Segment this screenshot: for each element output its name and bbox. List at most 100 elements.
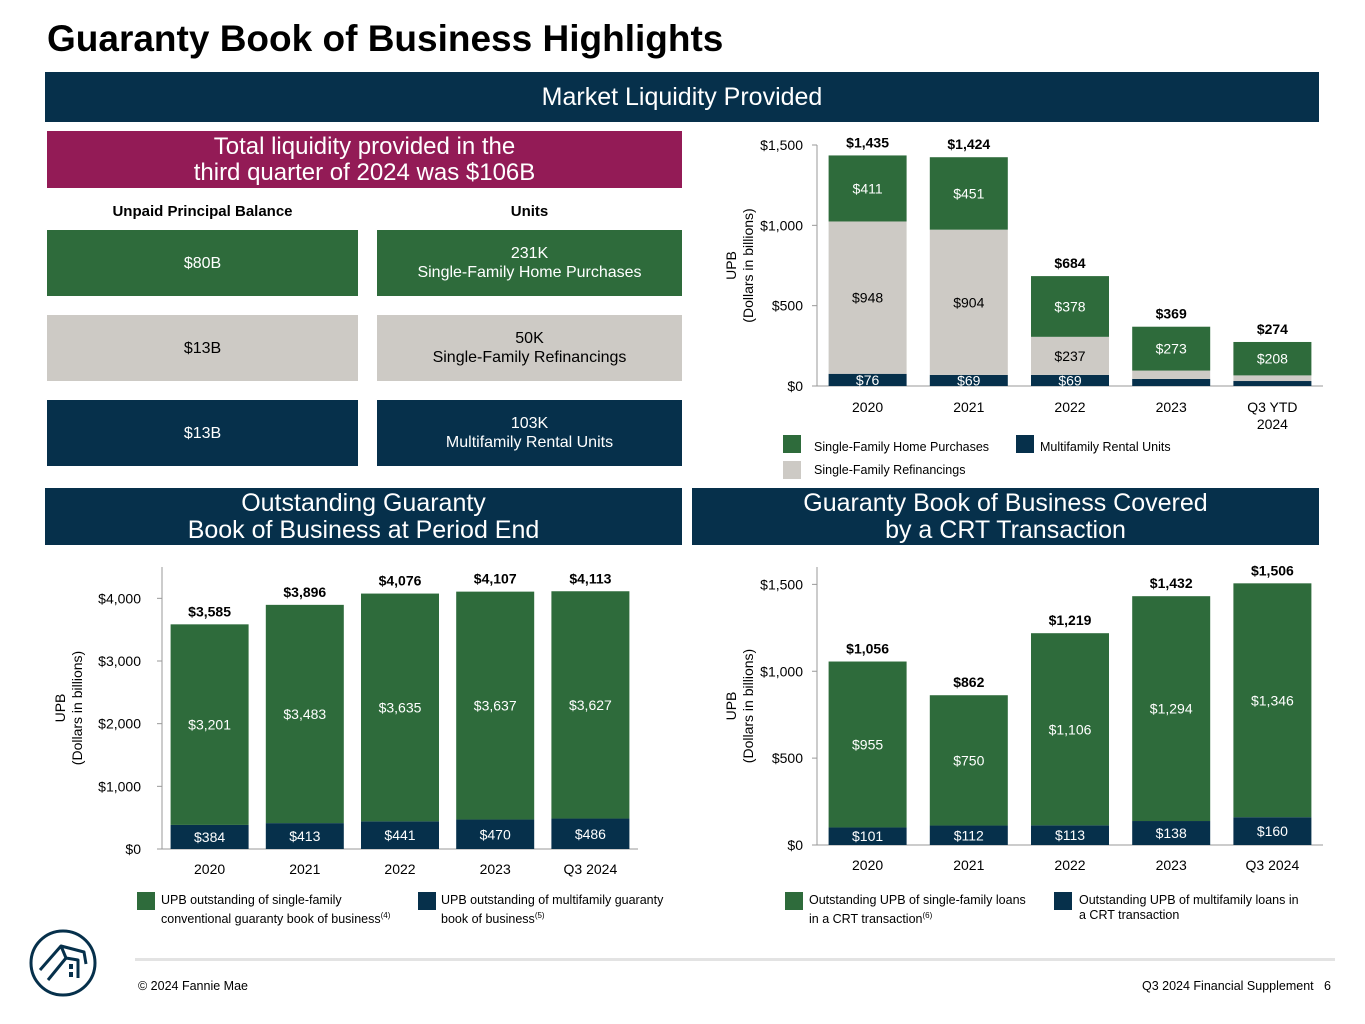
bar-value-label: $904 [953,294,984,310]
total-liquidity-line1: Total liquidity provided in the [213,132,516,160]
outstanding-guaranty-banner: Outstanding Guaranty Book of Business at… [45,488,682,545]
tile-units-label: Single-Family Refinancings [432,349,627,366]
outstanding-banner-line1: Outstanding Guaranty [241,488,486,517]
y-axis-subtitle: (Dollars in billions) [740,208,756,322]
bar-value-label: $486 [575,826,606,842]
bar-segment [1031,276,1109,337]
bar-total-label: $1,435 [846,134,889,150]
tile-upb-value: $13B [183,339,222,357]
outstanding-banner-line2: Book of Business at Period End [187,515,540,544]
y-tick-label: $0 [787,837,803,853]
bar-value-label: $273 [1156,341,1187,357]
footnote-ref: (6) [922,911,933,920]
bar-segment [1132,596,1211,822]
bar-segment [456,819,535,849]
bar-total-label: $1,506 [1251,562,1294,578]
supplement-title: Q3 2024 Financial Supplement [1141,979,1314,993]
tile-upb-refinancings: $13B [47,315,358,381]
legend-line: Outstanding UPB of single-family loans [809,893,1026,907]
bar-value-label: $160 [1257,823,1288,839]
legend-swatch-mf-crt [1054,892,1072,910]
legend-swatch-mf-outstanding [418,892,436,910]
y-tick-label: $2,000 [98,716,141,732]
bar-value-label: $413 [289,828,320,844]
x-category-label: 2023 [1156,857,1187,873]
bar-total-label: $4,113 [569,570,611,586]
y-tick-label: $4,000 [98,590,141,606]
x-category-label: 2021 [289,861,320,877]
total-liquidity-line2: third quarter of 2024 was $106B [193,158,536,186]
bar-value-label: $69 [957,372,981,388]
bar-value-label: $3,627 [569,697,612,713]
bar-total-label: $1,424 [947,136,990,152]
tile-units-value: 103K [510,415,549,432]
bar-total-label: $3,585 [188,603,231,619]
bar-segment [265,604,344,824]
bar-segment [265,823,344,849]
bar-total-label: $274 [1257,321,1288,337]
crt-banner: Guaranty Book of Business Covered by a C… [692,488,1319,545]
footnote-ref: (4) [380,911,391,920]
bar-segment [1233,583,1312,818]
y-axis-title: UPB [723,692,739,721]
x-category-label: 2022 [1054,399,1085,415]
bar-value-label: $1,346 [1251,692,1294,708]
bar-total-label: $1,219 [1049,612,1092,628]
footer-divider [135,958,1335,961]
bar-segment [929,374,1008,386]
y-tick-label: $3,000 [98,653,141,669]
bar-value-label: $384 [194,829,225,845]
bar-segment [929,157,1008,230]
bar-segment [1233,375,1312,382]
bar-segment [1031,825,1109,845]
legend-line: UPB outstanding of multifamily guaranty [441,893,664,907]
bar-value-label: $208 [1257,351,1288,367]
bar-value-label: $112 [954,827,984,843]
market-liquidity-banner: Market Liquidity Provided [45,72,1319,122]
y-tick-label: $500 [772,750,803,766]
bar-segment [828,661,907,828]
legend-label-home-purchases: Single-Family Home Purchases [814,440,990,454]
outstanding-chart: $0 $1,000 $2,000 $3,000 $4,000 UPB (Dollars in… [52,567,638,877]
legend-line: UPB outstanding of single-family [161,893,342,907]
bar-segment [361,593,439,822]
x-category-label: 2023 [480,861,511,877]
bar-value-label: $3,635 [379,699,422,715]
bar-segment [361,821,439,849]
tile-units-multifamily: 103K Multifamily Rental Units [377,400,682,466]
bar-total-label: $684 [1054,255,1085,271]
bar-value-label: $378 [1054,298,1085,314]
bar-segment [828,221,907,374]
bar-segment [828,373,907,386]
x-category-label: 2020 [852,399,883,415]
bar-value-label: $451 [953,185,984,201]
bar-segment [170,624,249,825]
bar-total-label: $862 [953,674,984,690]
bar-segment [1233,817,1312,845]
tile-upb-home-purchases: $80B [47,230,358,296]
y-tick-label: $1,000 [760,217,803,233]
y-tick-label: $0 [787,378,803,394]
bar-value-label: $3,201 [188,717,231,733]
bar-segment [929,695,1008,826]
page-number: 6 [1324,979,1331,993]
bar-segment [1132,370,1211,379]
bar-segment [456,591,535,820]
legend-swatch-sf-outstanding [137,892,155,910]
bar-segment [170,824,249,849]
x-category-label: Q3 2024 [564,861,618,877]
y-tick-label: $500 [772,298,803,314]
bar-segment [828,827,907,845]
legend-line: book of business [441,912,535,927]
units-column-header: Units [510,203,549,220]
bar-segment [1132,326,1211,371]
bar-segment [828,155,907,222]
footer-supplement: Q3 2024 Financial Supplement 6 [1142,979,1331,993]
y-tick-label: $1,500 [760,576,803,592]
legend-label-refinancings: Single-Family Refinancings [814,463,966,477]
bar-segment [1233,381,1312,386]
legend-label-mf-crt: Outstanding UPB of multifamily loans in … [1079,893,1299,923]
x-category-label: Q3 YTD [1247,399,1297,415]
legend-swatch-refinancings [783,461,801,479]
legend-line: conventional guaranty book of business [161,912,381,927]
